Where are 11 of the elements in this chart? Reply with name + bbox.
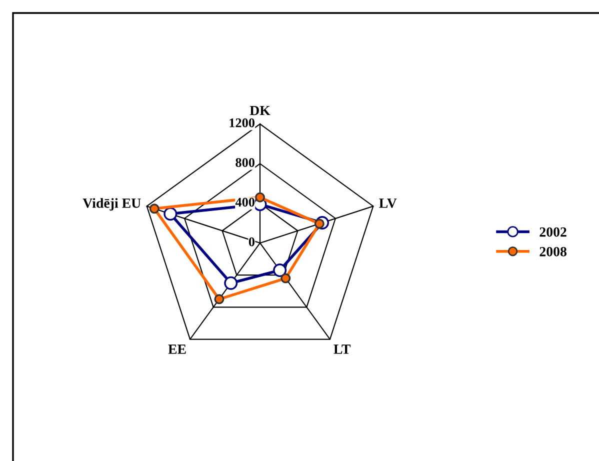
legend-label: 2002 bbox=[540, 227, 566, 237]
y-tick-label: 800 bbox=[236, 158, 254, 167]
legend-label: 2008 bbox=[540, 246, 566, 256]
spoke-label: LV bbox=[379, 198, 397, 208]
spoke-label: DK bbox=[250, 106, 270, 116]
spoke-label: EE bbox=[168, 344, 186, 354]
y-tick-label: 1200 bbox=[230, 118, 254, 128]
spoke-label: LT bbox=[334, 344, 351, 354]
spoke-label: Vidēji EU bbox=[82, 198, 141, 211]
y-tick-label: 0 bbox=[248, 237, 254, 246]
y-tick-label: 400 bbox=[235, 198, 254, 207]
